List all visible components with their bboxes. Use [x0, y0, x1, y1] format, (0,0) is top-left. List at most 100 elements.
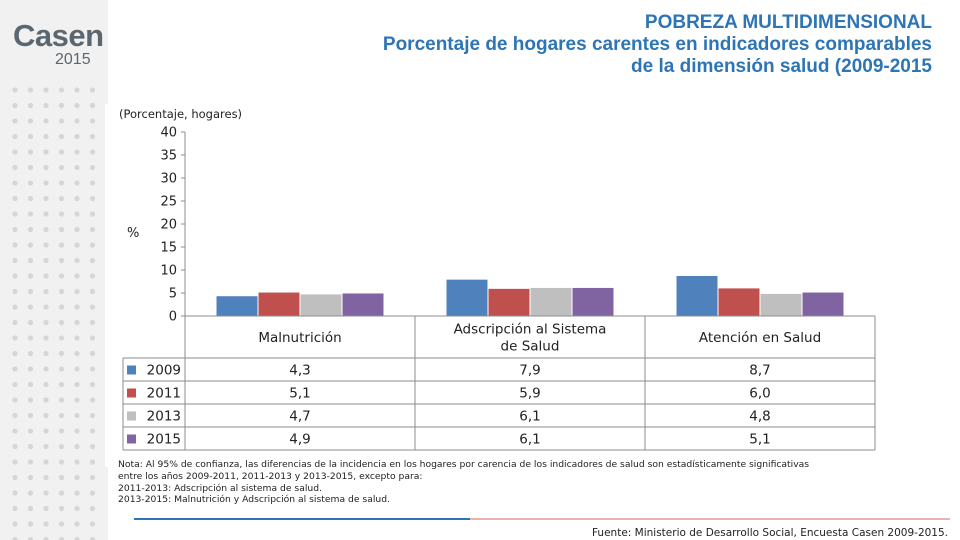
y-tick-label: 0	[169, 310, 177, 325]
decor-dot	[89, 118, 96, 124]
decor-dot	[89, 133, 96, 140]
legend-label: 2009	[147, 363, 181, 379]
chart-panel	[105, 104, 945, 467]
y-tick-label: 15	[160, 241, 177, 256]
table-value: 4,3	[289, 363, 310, 379]
decor-dot	[74, 211, 80, 217]
decor-dot	[58, 149, 65, 155]
bar	[300, 294, 342, 316]
title-line-1: POBREZA MULTIDIMENSIONAL	[644, 12, 932, 33]
decor-dot	[58, 87, 65, 93]
decor-dot	[12, 428, 18, 434]
decor-dot	[58, 474, 65, 481]
decor-dot	[12, 180, 18, 186]
decor-dot	[27, 428, 34, 434]
category-label: de Salud	[501, 339, 560, 355]
decor-dot	[89, 102, 96, 109]
decor-dot	[12, 381, 18, 388]
table-value: 4,8	[749, 409, 770, 425]
decor-dot	[58, 459, 65, 465]
decor-dot	[74, 366, 80, 372]
bar	[802, 292, 844, 316]
decor-dot	[58, 273, 65, 279]
decor-dot	[43, 536, 49, 540]
decor-dot	[74, 443, 80, 450]
table-value: 6,1	[519, 409, 540, 425]
decor-dot	[27, 490, 34, 496]
decor-dot	[74, 521, 80, 527]
decor-dot	[43, 397, 49, 403]
sidebar: Casen 2015	[0, 0, 108, 540]
decor-dot	[74, 335, 80, 341]
source-note: Fuente: Ministerio de Desarrollo Social,…	[591, 527, 948, 539]
decor-dot	[27, 412, 34, 419]
y-tick-label: 20	[160, 218, 177, 233]
decor-dot	[27, 273, 34, 279]
decor-dot	[74, 304, 80, 310]
decor-dot	[89, 257, 96, 264]
decor-dot	[12, 133, 18, 140]
bar	[216, 296, 258, 316]
category-label: Adscripción al Sistema	[454, 322, 607, 338]
decor-dot	[12, 505, 18, 512]
decor-dot	[12, 226, 18, 233]
decor-dot	[43, 505, 49, 512]
decor-dot	[12, 257, 18, 264]
decor-dot	[27, 505, 34, 512]
decor-dot	[58, 180, 65, 186]
decor-dot	[27, 536, 34, 540]
decor-dot	[12, 521, 18, 527]
decor-dot	[27, 474, 34, 481]
decor-dot	[58, 335, 65, 341]
decor-dot	[27, 366, 34, 372]
decor-dot	[27, 164, 34, 171]
decor-dot	[74, 428, 80, 434]
legend-label: 2015	[147, 432, 181, 448]
decor-dot	[58, 381, 65, 388]
decor-dot	[89, 288, 96, 295]
decor-dot	[43, 257, 49, 264]
decor-dot	[74, 226, 80, 233]
decor-dot	[89, 428, 96, 434]
table-value: 4,9	[289, 432, 310, 448]
decor-dot	[27, 459, 34, 465]
decor-dot	[12, 474, 18, 481]
y-axis-title: %	[127, 226, 139, 241]
bar	[676, 275, 718, 316]
decor-dot	[58, 288, 65, 295]
decor-dot	[12, 319, 18, 326]
decor-dot	[27, 335, 34, 341]
legend-key	[127, 434, 136, 444]
dot-pattern	[12, 87, 96, 540]
decor-dot	[43, 288, 49, 295]
decor-dot	[12, 149, 18, 155]
decor-dot	[43, 381, 49, 388]
decor-dot	[58, 397, 65, 403]
table-value: 5,1	[749, 432, 770, 448]
decor-dot	[89, 195, 96, 202]
decor-dot	[12, 459, 18, 465]
decor-dot	[43, 474, 49, 481]
legend-label: 2013	[147, 409, 181, 425]
footnote-line-2: entre los años 2009-2011, 2011-2013 y 20…	[118, 470, 423, 482]
decor-dot	[58, 505, 65, 512]
decor-dot	[27, 304, 34, 310]
decor-dot	[58, 211, 65, 217]
decor-dot	[43, 319, 49, 326]
decor-dot	[43, 443, 49, 450]
bar	[342, 293, 384, 316]
footnote-line-3: 2011-2013: Adscripción al sistema de sal…	[118, 482, 322, 494]
bar	[760, 293, 802, 316]
decor-dot	[74, 397, 80, 403]
decor-dot	[43, 195, 49, 202]
decor-dot	[12, 102, 18, 109]
legend-key	[127, 365, 136, 375]
decor-dot	[12, 412, 18, 419]
decor-dot	[12, 304, 18, 310]
unit-label: (Porcentaje, hogares)	[119, 107, 243, 121]
decor-dot	[89, 87, 96, 93]
decor-dot	[58, 164, 65, 171]
decor-dot	[74, 536, 80, 540]
legend-key	[127, 411, 136, 421]
decor-dot	[89, 335, 96, 341]
